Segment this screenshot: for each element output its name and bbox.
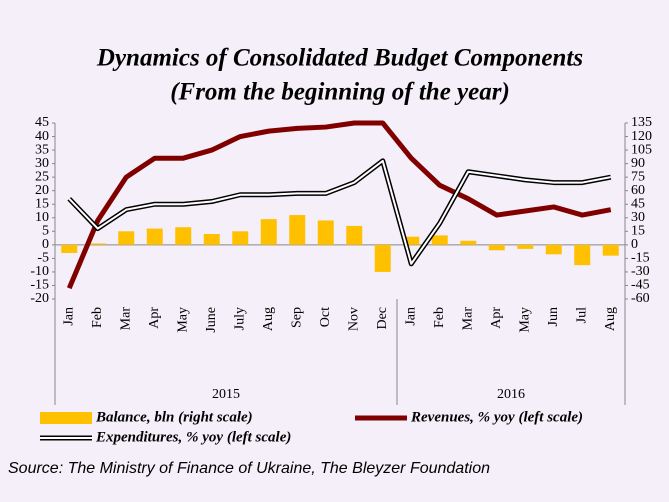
bar (260, 219, 277, 245)
x-tick-label: May (175, 307, 190, 333)
y-tick-label: 25 (35, 169, 49, 184)
bar (431, 235, 448, 245)
x-tick-label: Feb (90, 307, 105, 328)
y2-tick-label: -15 (631, 251, 650, 266)
y2-tick-label: 135 (631, 115, 652, 130)
y-tick-label: -10 (30, 264, 49, 279)
chart-title: Dynamics of Consolidated Budget Componen… (96, 45, 583, 72)
legend-label: Expenditures, % yoy (left scale) (95, 429, 291, 445)
bar (488, 244, 505, 251)
y-tick-label: 5 (42, 224, 49, 239)
y2-tick-label: 90 (631, 156, 645, 171)
x-tick-label: Mar (460, 307, 475, 331)
y2-tick-label: 60 (631, 183, 645, 198)
y-tick-label: 20 (35, 183, 49, 198)
x-tick-label: Aug (261, 307, 276, 331)
bar (203, 234, 220, 245)
y2-tick-label: 0 (631, 237, 638, 252)
x-tick-label: July (232, 307, 247, 330)
bar (574, 244, 591, 266)
x-tick-label: Dec (375, 307, 390, 330)
x-tick-label: June (204, 307, 219, 333)
y-tick-label: -15 (30, 278, 49, 293)
y-tick-label: 15 (35, 196, 49, 211)
x-tick-label: Mar (118, 307, 133, 331)
group-label: 2015 (212, 387, 240, 402)
x-tick-label: Sep (289, 307, 304, 328)
bar (289, 215, 306, 245)
x-tick-label: May (517, 307, 532, 333)
bar (232, 231, 249, 245)
line (66, 120, 612, 290)
x-tick-label: Aug (603, 307, 618, 331)
bar (175, 227, 192, 245)
x-tick-label: Nov (346, 307, 361, 331)
source: Source: The Ministry of Finance of Ukrai… (8, 460, 490, 477)
chart-subtitle: (From the beginning of the year) (170, 79, 510, 106)
y2-tick-label: 75 (631, 169, 645, 184)
x-tick-label: Apr (147, 307, 162, 329)
group-label: 2016 (497, 387, 525, 402)
legend-label: Balance, bln (right scale) (95, 409, 253, 425)
bar (545, 244, 562, 255)
y2-tick-label: 105 (631, 142, 652, 157)
y-tick-label: 10 (35, 210, 49, 225)
bar (517, 244, 534, 249)
y-tick-label: 35 (35, 142, 49, 157)
y2-tick-label: -30 (631, 264, 650, 279)
y2-tick-label: -60 (631, 291, 650, 306)
legend-label: Revenues, % yoy (left scale) (410, 409, 583, 425)
y2-tick-label: -45 (631, 278, 650, 293)
x-tick-label: Jan (61, 307, 76, 326)
x-tick-label: Feb (432, 307, 447, 328)
bar (317, 220, 334, 245)
y-tick-label: -20 (30, 291, 49, 306)
x-tick-label: Jun (546, 307, 561, 326)
x-tick-label: Apr (489, 307, 504, 329)
bar (460, 240, 477, 245)
y2-tick-label: 120 (631, 129, 652, 144)
y-tick-label: 0 (42, 237, 49, 252)
y2-tick-label: 15 (631, 224, 645, 239)
y2-tick-label: 30 (631, 210, 645, 225)
x-tick-label: Oct (318, 307, 333, 327)
bar (118, 231, 135, 245)
line-inner (68, 159, 611, 265)
bar (89, 243, 106, 245)
y-tick-label: -5 (37, 251, 49, 266)
bar (146, 228, 163, 245)
bar (374, 244, 391, 272)
bar (346, 225, 363, 245)
x-tick-label: Jan (403, 307, 418, 326)
y-tick-label: 30 (35, 156, 49, 171)
y-tick-label: 40 (35, 129, 49, 144)
bar (602, 244, 619, 256)
y2-tick-label: 45 (631, 196, 645, 211)
legend-swatch (40, 412, 92, 424)
bar (61, 244, 78, 253)
bar (403, 236, 420, 245)
y-tick-label: 45 (35, 115, 49, 130)
x-tick-label: Jul (574, 307, 589, 323)
